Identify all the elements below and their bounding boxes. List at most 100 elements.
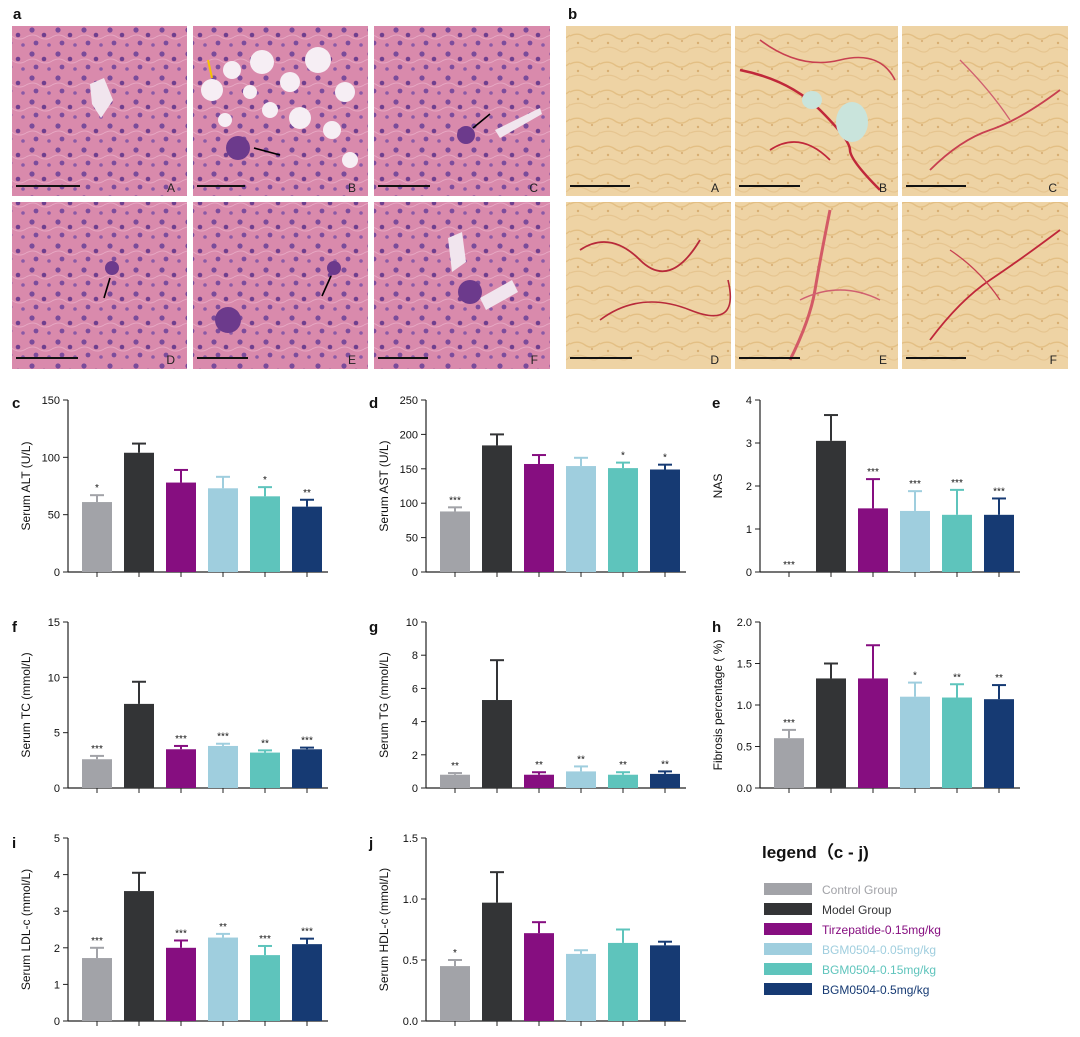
- bar: [82, 759, 112, 788]
- bar: [208, 745, 238, 788]
- legend-swatch-bgm-015: [764, 963, 812, 975]
- bar: [608, 468, 638, 572]
- bar: [650, 773, 680, 788]
- he-tile-label: F: [531, 353, 538, 367]
- bar: [482, 445, 512, 572]
- y-tick-label: 50: [406, 533, 418, 545]
- legend-swatch-model: [764, 903, 812, 915]
- y-tick-label: 2: [412, 750, 418, 762]
- y-tick-label: 0: [54, 783, 60, 795]
- y-axis-label: Serum TG (mmol/L): [377, 652, 391, 758]
- significance-label: ***: [259, 934, 271, 945]
- y-axis-label: Serum TC (mmol/L): [19, 652, 33, 757]
- significance-label: *: [663, 453, 667, 464]
- y-tick-label: 1.5: [737, 659, 752, 671]
- sr-tile-label: C: [1048, 181, 1057, 195]
- y-axis-label: Serum LDL-c (mmol/L): [19, 869, 33, 990]
- significance-label: ***: [175, 734, 187, 745]
- bar: [292, 506, 322, 572]
- sr-tile-label: B: [879, 181, 887, 195]
- significance-label: *: [263, 475, 267, 486]
- y-tick-label: 4: [54, 870, 60, 882]
- significance-label: ***: [175, 928, 187, 939]
- bar: [524, 774, 554, 788]
- bar: [566, 953, 596, 1021]
- legend-entry: BGM0504-0.05mg/kg: [764, 943, 936, 957]
- sr-tile-D: D: [566, 202, 732, 369]
- y-tick-label: 0.0: [737, 783, 752, 795]
- bar: [816, 440, 846, 572]
- significance-label: ***: [909, 479, 921, 490]
- panel-letter-b: b: [568, 6, 577, 23]
- bar: [858, 508, 888, 572]
- sr-tile-C: C: [902, 26, 1068, 196]
- bar: [650, 945, 680, 1021]
- bar: [250, 752, 280, 788]
- significance-label: *: [95, 483, 99, 494]
- legend-label-tirzepatide: Tirzepatide-0.15mg/kg: [822, 923, 941, 937]
- panel-letter-f: f: [12, 619, 18, 636]
- sr-tile-label: F: [1050, 353, 1057, 367]
- y-tick-label: 1: [746, 524, 752, 536]
- y-tick-label: 150: [42, 395, 60, 407]
- y-tick-label: 10: [406, 617, 418, 629]
- bar: [816, 678, 846, 788]
- y-tick-label: 100: [400, 498, 418, 510]
- significance-label: **: [661, 759, 669, 770]
- significance-label: **: [535, 760, 543, 771]
- y-tick-label: 10: [48, 672, 60, 684]
- bar: [900, 696, 930, 788]
- sr-tile-label: D: [710, 353, 719, 367]
- significance-label: *: [913, 671, 917, 682]
- y-tick-label: 3: [54, 906, 60, 918]
- bar: [124, 891, 154, 1021]
- y-tick-label: 0: [54, 1016, 60, 1028]
- he-tile-F: F: [374, 202, 550, 369]
- y-tick-label: 50: [48, 510, 60, 522]
- he-tile-C: C: [374, 26, 550, 196]
- significance-label: ***: [301, 927, 313, 938]
- bar: [650, 469, 680, 572]
- y-axis-label: Fibrosis percentage ( %): [711, 640, 725, 771]
- sr-tile-label: E: [879, 353, 887, 367]
- panel-letter-g: g: [369, 619, 378, 636]
- bar: [608, 942, 638, 1021]
- bar: [440, 774, 470, 788]
- sr-tile-label: A: [711, 181, 719, 195]
- legend-entry: Control Group: [764, 883, 898, 897]
- significance-label: **: [261, 738, 269, 749]
- y-tick-label: 1.0: [737, 700, 752, 712]
- bar: [166, 947, 196, 1021]
- significance-label: ***: [91, 744, 103, 755]
- bar: [124, 703, 154, 788]
- bar: [942, 514, 972, 572]
- significance-label: ***: [783, 718, 795, 729]
- y-tick-label: 0: [746, 567, 752, 579]
- y-tick-label: 0: [412, 783, 418, 795]
- y-tick-label: 0.5: [403, 955, 418, 967]
- panel-letter-i: i: [12, 835, 16, 852]
- y-tick-label: 4: [746, 395, 752, 407]
- legend-label-control: Control Group: [822, 883, 898, 897]
- bar: [482, 902, 512, 1021]
- he-tile-label: A: [167, 181, 175, 195]
- bar: [166, 749, 196, 788]
- chart-panel-h: h 0.0 0.5 1.0 1.5 2.0 Fibrosis percentage ( %)…: [711, 617, 1020, 795]
- he-tile-A: A: [12, 26, 187, 196]
- he-tile-E: E: [193, 202, 368, 369]
- he-tile-label: B: [348, 181, 356, 195]
- y-axis-label: Serum AST (U/L): [377, 440, 391, 531]
- bar: [524, 463, 554, 572]
- y-tick-label: 1.5: [403, 833, 418, 845]
- y-tick-label: 0.0: [403, 1016, 418, 1028]
- bar: [124, 452, 154, 572]
- y-tick-label: 6: [412, 683, 418, 695]
- panel-letter-a: a: [13, 6, 22, 23]
- y-tick-label: 2: [54, 943, 60, 955]
- legend-swatch-bgm-005: [764, 943, 812, 955]
- y-tick-label: 200: [400, 429, 418, 441]
